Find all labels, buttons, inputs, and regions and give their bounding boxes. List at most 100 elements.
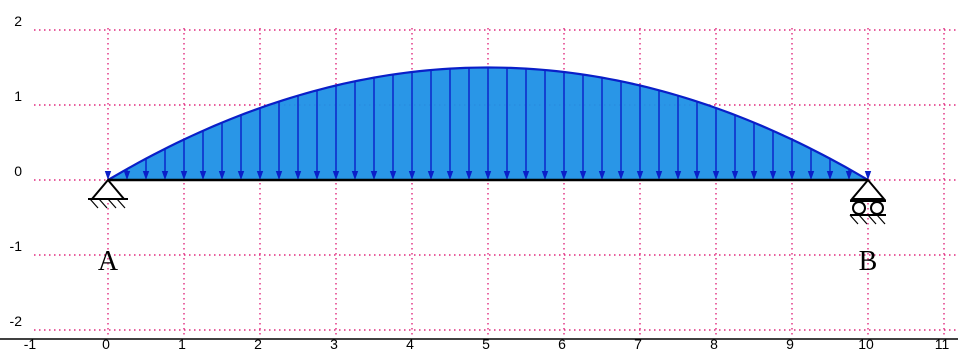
load-arrow-head — [845, 171, 853, 180]
load-arrow — [161, 148, 169, 180]
load-arrow — [826, 158, 834, 180]
load-arrow — [598, 77, 606, 180]
hatch-line — [876, 214, 886, 225]
load-arrow — [465, 67, 473, 180]
load-arrow-head — [104, 171, 112, 180]
load-arrow-head — [674, 171, 682, 180]
load-arrow-head — [769, 171, 777, 180]
load-arrow — [332, 85, 340, 180]
load-arrow — [142, 158, 150, 180]
load-arrow — [522, 68, 530, 180]
distributed-load — [104, 66, 872, 181]
load-arrow — [237, 115, 245, 180]
x-tick-label: 0 — [102, 336, 110, 349]
load-arrow-head — [807, 171, 815, 180]
load-arrow — [579, 74, 587, 180]
load-arrow-head — [503, 171, 511, 180]
load-arrow — [788, 139, 796, 180]
load-arrow-head — [237, 171, 245, 180]
load-arrow-head — [484, 171, 492, 180]
load-arrow — [845, 169, 853, 180]
load-arrow — [503, 67, 511, 180]
load-arrow — [712, 108, 720, 180]
load-arrow-head — [522, 171, 530, 180]
load-arrow-head — [142, 171, 150, 180]
load-arrow — [560, 72, 568, 180]
load-arrow — [446, 68, 454, 180]
load-arrow-head — [446, 171, 454, 180]
support-label-b: B — [859, 246, 878, 277]
load-arrow — [123, 169, 131, 180]
roller-wheel — [852, 201, 866, 215]
hatch-line — [116, 198, 126, 209]
load-arrow-head — [636, 171, 644, 180]
load-arrow-head — [560, 171, 568, 180]
load-arrow-head — [294, 171, 302, 180]
load-arrow — [731, 115, 739, 180]
load-arrow — [313, 90, 321, 180]
load-arrow — [218, 122, 226, 180]
supports — [88, 178, 887, 225]
load-arrow-head — [218, 171, 226, 180]
load-arrow — [351, 81, 359, 180]
hatch-line — [107, 198, 117, 209]
x-tick-label: 7 — [634, 336, 642, 349]
load-arrow-head — [655, 171, 663, 180]
y-tick-label: 2 — [14, 13, 22, 29]
load-arrow — [294, 95, 302, 180]
load-arrow-head — [351, 171, 359, 180]
y-tick-label: -1 — [10, 238, 23, 254]
load-arrow — [807, 148, 815, 180]
load-arrow-head — [427, 171, 435, 180]
load-arrow — [864, 171, 872, 180]
load-arrow-head — [389, 171, 397, 180]
load-arrow — [389, 74, 397, 180]
load-arrow — [199, 130, 207, 180]
load-arrow-head — [712, 171, 720, 180]
load-arrow — [655, 90, 663, 180]
x-tick-label: -1 — [24, 336, 37, 349]
x-tick-label: 9 — [786, 336, 794, 349]
x-tick-label: 4 — [406, 336, 414, 349]
load-arrow-head — [275, 171, 283, 180]
load-arrow-head — [256, 171, 264, 180]
load-arrow — [104, 171, 112, 180]
x-tick-label: 10 — [858, 336, 874, 349]
hatch-line — [98, 198, 108, 209]
load-arrow — [750, 122, 758, 180]
load-arrow-head — [826, 171, 834, 180]
x-tick-label: 3 — [330, 336, 338, 349]
x-tick-label: 11 — [935, 336, 950, 349]
x-tick-label: 5 — [482, 336, 490, 349]
roller-support-icon — [849, 178, 887, 225]
load-arrow — [636, 85, 644, 180]
load-arrow-head — [199, 171, 207, 180]
load-arrow-head — [788, 171, 796, 180]
hatch-line — [858, 214, 868, 225]
y-tick-label: 0 — [14, 163, 22, 179]
y-tick-label: 1 — [14, 88, 22, 104]
load-arrow-head — [123, 171, 131, 180]
load-arrow — [617, 81, 625, 180]
load-arrow-head — [161, 171, 169, 180]
load-arrow-head — [579, 171, 587, 180]
load-arrow — [370, 77, 378, 180]
pin-support-icon — [88, 178, 128, 209]
load-arrow-head — [180, 171, 188, 180]
x-tick-label: 1 — [178, 336, 186, 349]
x-tick-label: 2 — [254, 336, 262, 349]
support-triangle — [89, 178, 127, 200]
load-arrow — [484, 67, 492, 180]
load-arrow — [427, 70, 435, 180]
load-arrow-head — [313, 171, 321, 180]
load-arrow-head — [408, 171, 416, 180]
y-tick-label: -2 — [10, 313, 23, 329]
load-arrow — [408, 72, 416, 180]
roller-wheel — [870, 201, 884, 215]
load-arrow — [541, 70, 549, 180]
load-arrow-head — [541, 171, 549, 180]
support-label-a: A — [98, 246, 119, 277]
load-arrow-head — [370, 171, 378, 180]
